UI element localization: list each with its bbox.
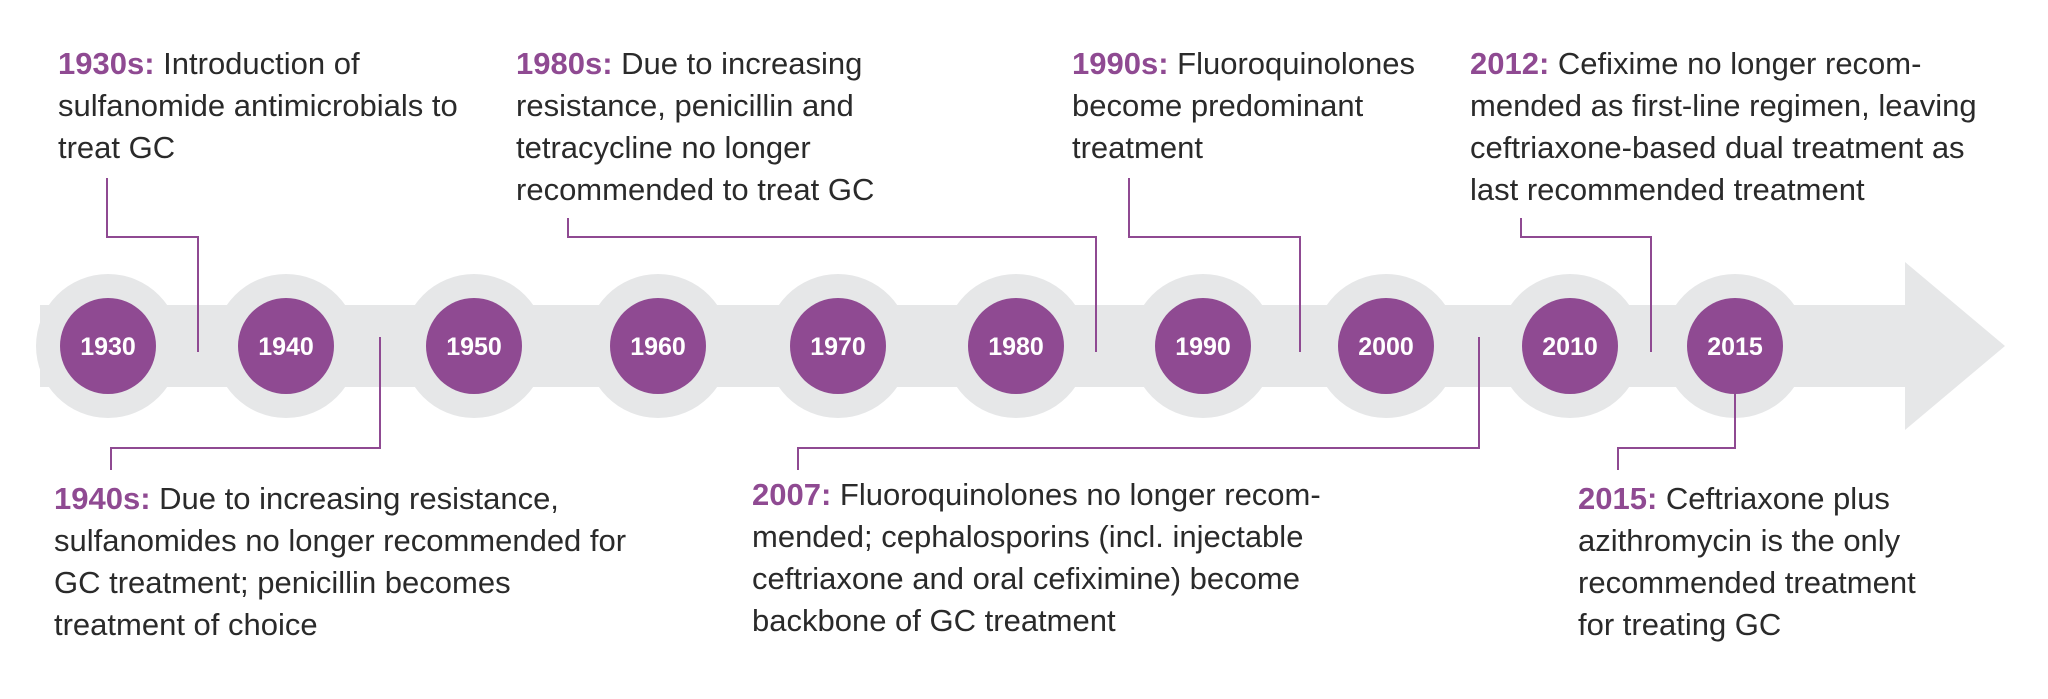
connector-2012 <box>1520 218 1652 352</box>
connector-1930s <box>106 178 199 352</box>
year-label: 1940 <box>258 333 314 361</box>
year-label: 1980 <box>988 333 1044 361</box>
year-node-1990 <box>1155 298 1251 394</box>
event-text: Due to increasing resistance, penicillin… <box>516 46 875 207</box>
year-label: 1990 <box>1175 333 1231 361</box>
year-label: 1950 <box>446 333 502 361</box>
year-node-1980 <box>968 298 1064 394</box>
year-label: 1970 <box>810 333 866 361</box>
year-label: 2010 <box>1542 333 1598 361</box>
year-node-1970 <box>790 298 886 394</box>
event-text: Ceftriaxone plus azithromycin is the onl… <box>1578 481 1916 642</box>
year-node-2010 <box>1522 298 1618 394</box>
year-nodes: 1930 1940 1950 1960 1970 1980 1990 2000 2010 2015 <box>36 274 1807 418</box>
year-node-1950 <box>426 298 522 394</box>
event-text: Fluoroquinolones no longer recom-mended;… <box>752 477 1321 638</box>
connector-2007 <box>797 337 1480 470</box>
event-year: 1990s: <box>1072 46 1169 81</box>
event-text: Due to increasing resistance, sulfanomid… <box>54 481 627 642</box>
event-year: 2012: <box>1470 46 1550 81</box>
event-1930s: 1930s: Introduction of sulfanomide antim… <box>58 43 478 169</box>
event-year: 1940s: <box>54 481 151 516</box>
event-text: Introduction of sulfanomide antimicrobia… <box>58 46 458 165</box>
event-2012: 2012: Cefixime no longer recom-mended as… <box>1470 43 2010 211</box>
event-1990s: 1990s: Fluoroquinolones become predomina… <box>1072 43 1452 169</box>
year-node-2000 <box>1338 298 1434 394</box>
year-node-1960 <box>610 298 706 394</box>
year-node-2015 <box>1687 298 1783 394</box>
event-year: 2007: <box>752 477 832 512</box>
connector-1980s <box>567 218 1097 352</box>
connector-2015 <box>1617 393 1736 470</box>
event-text: Cefixime no longer recom-mended as first… <box>1470 46 1977 207</box>
year-label: 2000 <box>1358 333 1414 361</box>
year-node-1930 <box>60 298 156 394</box>
year-node-1940 <box>238 298 334 394</box>
year-label: 1960 <box>630 333 686 361</box>
event-year: 1930s: <box>58 46 155 81</box>
event-2007: 2007: Fluoroquinolones no longer recom-m… <box>752 474 1352 642</box>
event-year: 2015: <box>1578 481 1658 516</box>
event-year: 1980s: <box>516 46 613 81</box>
connector-1940s <box>110 337 381 470</box>
event-1980s: 1980s: Due to increasing resistance, pen… <box>516 43 916 211</box>
event-text: Fluoroquinolones become predominant trea… <box>1072 46 1415 165</box>
year-label: 2015 <box>1707 333 1763 361</box>
connector-1990s <box>1128 178 1301 352</box>
event-2015: 2015: Ceftriaxone plus azithromycin is t… <box>1578 478 1958 646</box>
year-label: 1930 <box>80 333 136 361</box>
event-1940s: 1940s: Due to increasing resistance, sul… <box>54 478 629 646</box>
